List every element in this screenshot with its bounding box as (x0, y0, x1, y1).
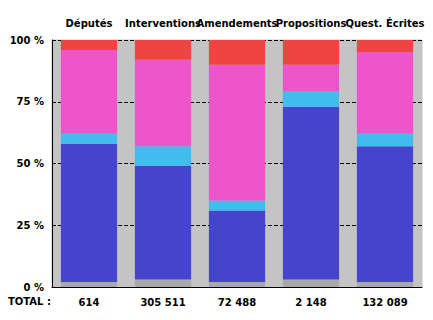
svg-text:2 148: 2 148 (295, 297, 326, 308)
svg-text:Propositions: Propositions (276, 18, 347, 29)
svg-text:100 %: 100 % (10, 35, 44, 46)
svg-text:0 %: 0 % (24, 282, 44, 293)
svg-text:TOTAL :: TOTAL : (8, 296, 51, 307)
svg-text:132 089: 132 089 (362, 297, 407, 308)
svg-text:Amendements: Amendements (196, 18, 277, 29)
svg-text:Quest. Écrites: Quest. Écrites (345, 17, 424, 29)
svg-text:50 %: 50 % (17, 158, 44, 169)
svg-text:72 488: 72 488 (218, 297, 256, 308)
svg-text:305 511: 305 511 (140, 297, 185, 308)
svg-text:614: 614 (79, 297, 100, 308)
svg-text:25 %: 25 % (17, 220, 44, 231)
svg-text:75 %: 75 % (17, 96, 44, 107)
svg-text:Députés: Députés (66, 18, 113, 29)
svg-text:Interventions: Interventions (125, 18, 201, 29)
